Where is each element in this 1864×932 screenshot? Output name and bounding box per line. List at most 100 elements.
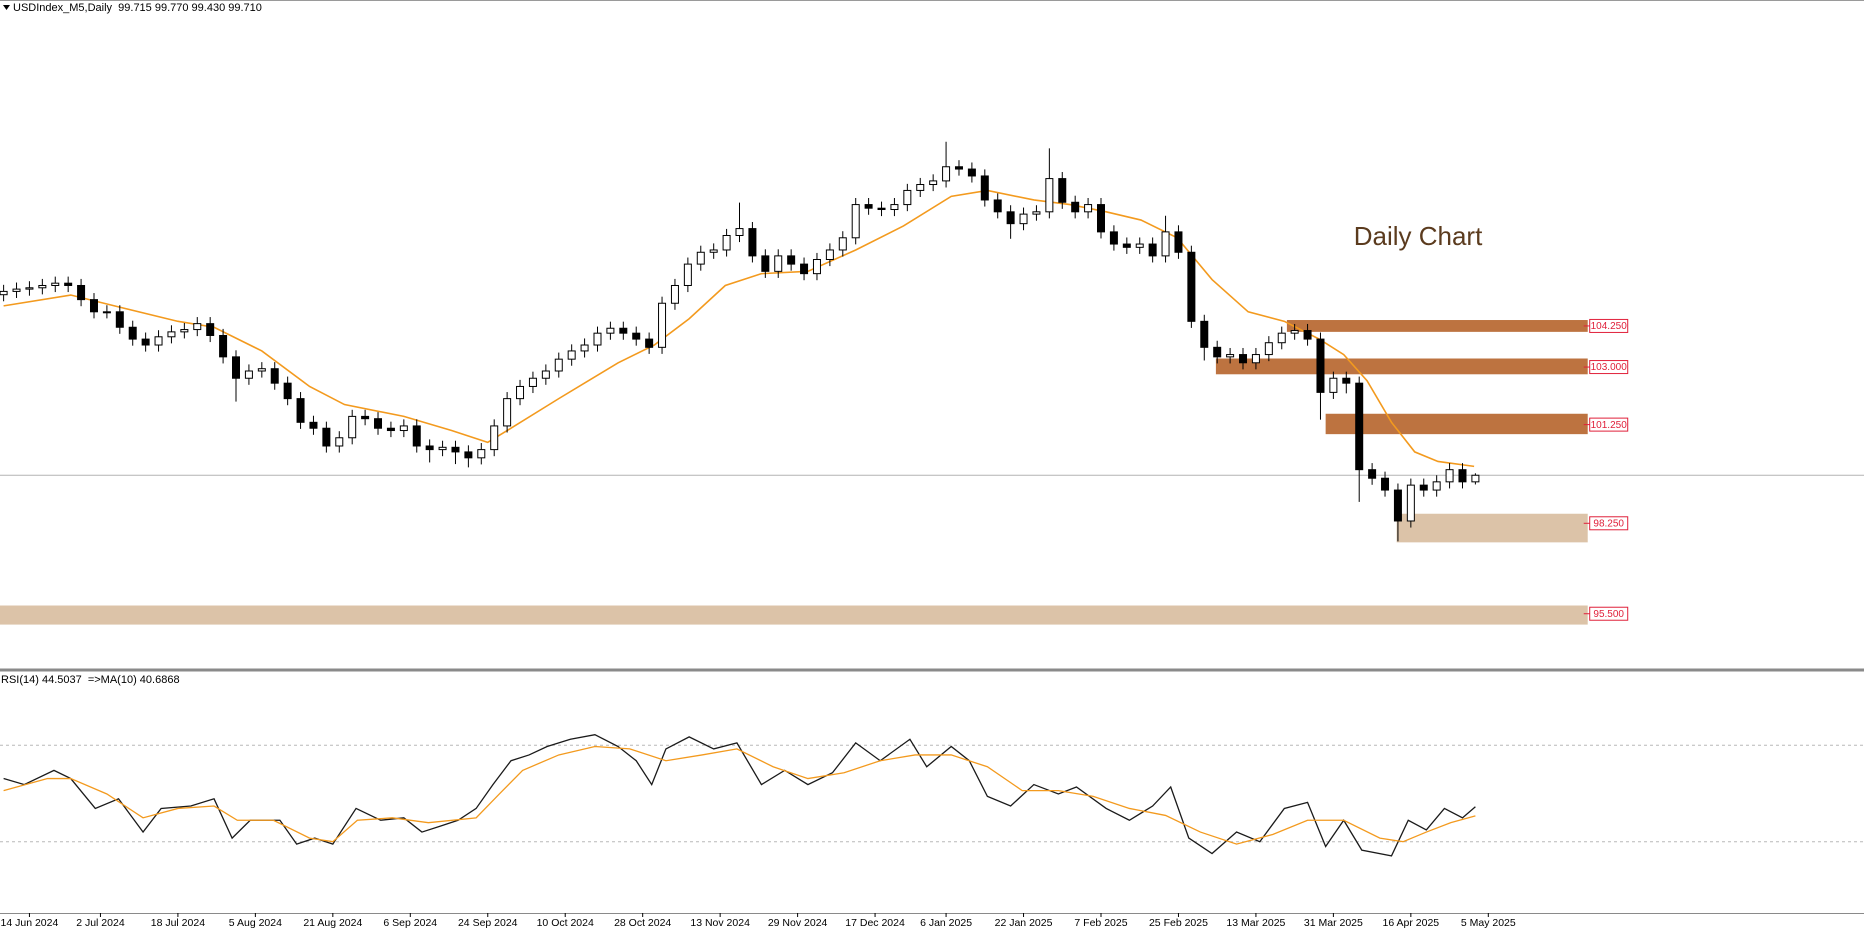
candle-body (1458, 469, 1467, 483)
candle-body (942, 166, 951, 182)
candle-body (1406, 484, 1415, 522)
candle-body (1174, 231, 1183, 253)
candle-body (51, 282, 60, 286)
candle-body (1032, 211, 1041, 215)
candle-body (283, 382, 292, 400)
candle-body (296, 398, 305, 423)
candle-body (1187, 251, 1196, 322)
candle-body (1342, 377, 1351, 384)
candle-body (1419, 484, 1428, 491)
x-tick-label: 2 Jul 2024 (76, 917, 125, 929)
candle-body (219, 334, 228, 358)
candle-body (141, 338, 150, 346)
candle-body (322, 427, 331, 447)
moving-average (3, 189, 1475, 468)
candle-body (89, 299, 98, 313)
candle-body (825, 249, 834, 261)
x-tick-label: 25 Feb 2025 (1149, 917, 1208, 929)
candle-body (800, 263, 809, 275)
chart-annotation: Daily Chart (1354, 221, 1483, 251)
candle-body (1096, 204, 1105, 233)
candle-body (1200, 320, 1209, 348)
candle-body (399, 425, 408, 432)
candle-body (309, 421, 318, 429)
candle-body (1445, 469, 1454, 483)
candle-body (709, 249, 718, 253)
candle-body (1058, 178, 1067, 203)
candle-body (980, 175, 989, 201)
candle-body (554, 358, 563, 372)
candle-body (1109, 231, 1118, 245)
x-tick-label: 24 Sep 2024 (458, 917, 518, 929)
candle-body (619, 327, 628, 334)
candle-body (838, 237, 847, 251)
candle-body (348, 415, 357, 439)
candle-body (916, 184, 925, 191)
candle-body (128, 326, 137, 340)
candle-body (1381, 477, 1390, 491)
x-tick-label: 29 Nov 2024 (768, 917, 828, 929)
zone-label: 95.500 (1593, 609, 1624, 620)
candle-body (993, 199, 1002, 213)
menu-triangle[interactable] (3, 5, 10, 10)
candle-body (851, 204, 860, 239)
candle-body (115, 311, 124, 328)
candle-body (425, 445, 434, 451)
rsi-header: RSI(14) 44.5037 =>MA(10) 40.6868 (1, 674, 180, 686)
candle-body (412, 425, 421, 447)
x-tick-label: 21 Aug 2024 (303, 917, 362, 929)
candle-body (257, 368, 266, 372)
x-tick-label: 6 Sep 2024 (383, 917, 437, 929)
price-zone (1215, 358, 1588, 375)
candle-body (490, 425, 499, 451)
candle-body (516, 385, 525, 400)
candle-body (270, 368, 279, 384)
candle-body (193, 323, 202, 331)
candle-body (1122, 243, 1131, 248)
candle-body (25, 287, 34, 290)
candle-body (335, 437, 344, 447)
candle-body (477, 449, 486, 459)
candle-body (464, 451, 473, 459)
candle-body (722, 234, 731, 251)
zone-label: 101.250 (1591, 420, 1628, 431)
candle-body (64, 282, 73, 286)
candle-body (580, 344, 589, 352)
candle-body (645, 338, 654, 348)
candle-body (102, 311, 111, 314)
x-tick-label: 7 Feb 2025 (1074, 917, 1127, 929)
candle-body (1393, 489, 1402, 522)
candle-body (735, 228, 744, 236)
symbol-header: USDIndex_M5,Daily 99.715 99.770 99.430 9… (13, 2, 262, 14)
candle-body (1213, 346, 1222, 358)
candle-body (77, 284, 86, 301)
candle-body (1251, 354, 1260, 364)
candle-body (967, 168, 976, 177)
price-zone (1286, 320, 1588, 332)
zone-label: 98.250 (1593, 518, 1624, 529)
candle-body (528, 377, 537, 387)
x-tick-label: 28 Oct 2024 (614, 917, 671, 929)
candle-body (1316, 338, 1325, 393)
x-tick-label: 22 Jan 2025 (995, 917, 1053, 929)
candle-body (812, 259, 821, 275)
candle-body (180, 329, 189, 333)
x-tick-label: 16 Apr 2025 (1383, 917, 1440, 929)
candle-body (954, 166, 963, 170)
candle-body (1161, 231, 1170, 257)
candle-body (1277, 332, 1286, 344)
candle-body (1239, 354, 1248, 364)
candle-body (658, 302, 667, 348)
zone-label: 103.000 (1591, 362, 1628, 373)
x-tick-label: 5 Aug 2024 (229, 917, 282, 929)
x-tick-label: 13 Mar 2025 (1226, 917, 1285, 929)
candle-body (1226, 354, 1235, 358)
candle-body (0, 290, 8, 296)
candle-body (244, 370, 253, 379)
candle-body (670, 284, 679, 304)
candle-body (1471, 474, 1480, 483)
candle-body (386, 427, 395, 432)
candle-body (864, 204, 873, 209)
